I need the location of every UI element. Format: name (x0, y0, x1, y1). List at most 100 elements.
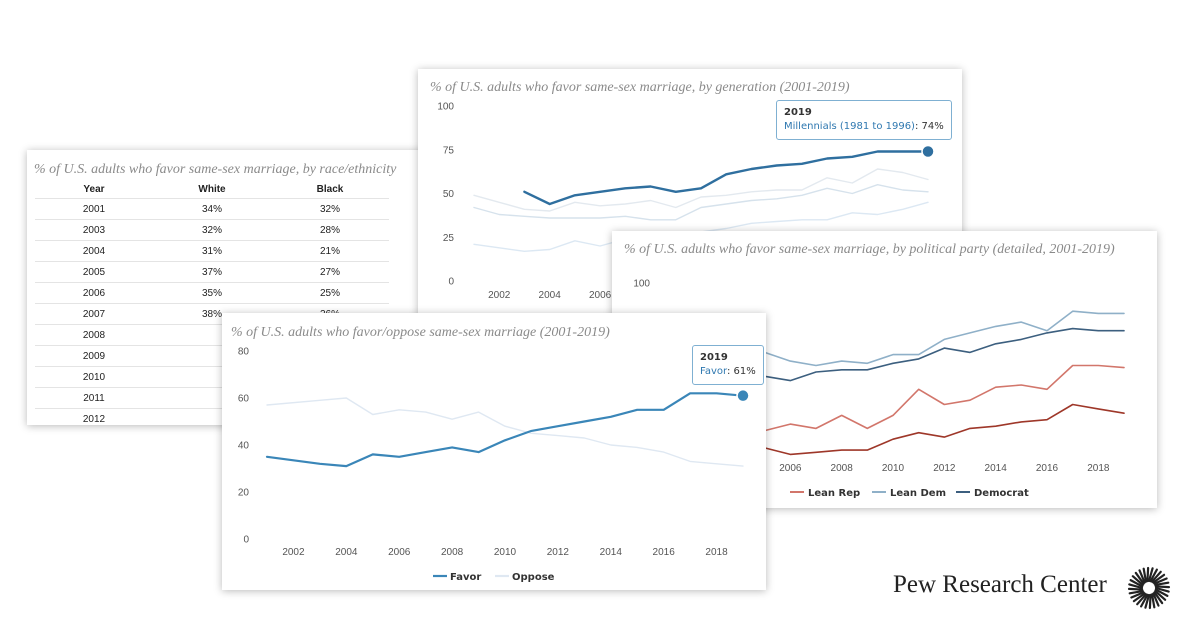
x-tick-label: 2010 (882, 463, 905, 474)
favor-chart-title: % of U.S. adults who favor/oppose same-s… (231, 325, 610, 340)
tooltip-value: 74% (921, 121, 944, 132)
x-tick-label: 2008 (831, 463, 854, 474)
x-tick-label: 2006 (388, 547, 411, 558)
favor-chart-card: % of U.S. adults who favor/oppose same-s… (222, 313, 766, 590)
logo-ray (1134, 571, 1145, 585)
x-tick-label: 2004 (539, 290, 562, 301)
logo-ray (1130, 591, 1145, 599)
table-row: 2003 32% 28% (35, 219, 389, 241)
brand-name: Pew Research Center (893, 571, 1107, 598)
pew-sunburst-logo (1127, 566, 1171, 610)
table-cell: 2005 (35, 261, 153, 283)
x-tick-label: 2006 (589, 290, 612, 301)
x-tick-label: 2006 (779, 463, 802, 474)
x-tick-label: 2018 (1087, 463, 1110, 474)
logo-ray (1146, 566, 1150, 583)
logo-ray (1153, 577, 1168, 585)
series-line (266, 397, 744, 467)
logo-ray (1142, 567, 1148, 583)
table-cell: 28% (271, 219, 389, 241)
x-tick-label: 2010 (494, 547, 517, 558)
table-row: 2005 37% 27% (35, 261, 389, 283)
series-line (265, 392, 745, 468)
tooltip-label: Millennials (1981 to 1996) (784, 121, 915, 132)
party-chart-title: % of U.S. adults who favor same-sex marr… (624, 242, 1115, 257)
table-cell: 32% (271, 198, 389, 220)
x-tick-label: 2018 (705, 547, 728, 558)
column-header: Year (83, 183, 105, 195)
logo-ray (1149, 568, 1158, 583)
column-header: Black (316, 183, 344, 195)
logo-ray (1144, 593, 1151, 609)
race-table-title: % of U.S. adults who favor same-sex marr… (34, 162, 397, 177)
table-cell: 2001 (35, 198, 153, 220)
tooltip-label: Favor (700, 366, 727, 377)
logo-ray (1152, 573, 1166, 584)
y-tick-label: 100 (633, 279, 650, 290)
table-row: 2004 31% 21% (35, 240, 389, 262)
tooltip-value: 61% (733, 366, 756, 377)
x-tick-label: 2016 (1036, 463, 1059, 474)
legend-item[interactable]: Lean Rep (808, 488, 860, 499)
generation-chart-title: % of U.S. adults who favor same-sex marr… (430, 80, 850, 95)
table-cell: 2003 (35, 219, 153, 241)
series-line (473, 183, 929, 221)
table-cell: 2011 (35, 387, 153, 409)
x-tick-label: 2014 (985, 463, 1008, 474)
legend-item[interactable]: Favor (450, 572, 481, 583)
logo-ray (1147, 567, 1154, 583)
logo-ray (1154, 588, 1169, 597)
x-tick-label: 2012 (933, 463, 956, 474)
logo-ray (1132, 592, 1146, 603)
logo-ray (1131, 575, 1144, 587)
x-tick-label: 2008 (441, 547, 464, 558)
tooltip-year: 2019 (700, 352, 728, 363)
logo-ray (1150, 593, 1156, 609)
table-cell: 2012 (35, 408, 153, 425)
logo-ray (1136, 593, 1148, 606)
logo-ray (1128, 589, 1144, 595)
x-tick-label: 2002 (282, 547, 305, 558)
hover-point[interactable] (736, 388, 750, 403)
x-tick-label: 2002 (488, 290, 511, 301)
y-tick-label: 50 (443, 189, 455, 200)
legend-item[interactable]: Democrat (974, 488, 1029, 499)
series-line (473, 168, 929, 212)
table-row: 2006 35% 25% (35, 282, 389, 304)
logo-ray (1153, 591, 1164, 605)
legend-item[interactable]: Lean Dem (890, 488, 946, 499)
table-cell: 34% (153, 198, 271, 220)
series-line (738, 310, 1125, 367)
logo-ray (1150, 570, 1162, 583)
table-cell: 2009 (35, 345, 153, 367)
favor-chart: 0 20 40 60 80 2002 2004 2006 2008 2010 2012 2014 201… (238, 347, 750, 583)
column-header: White (198, 183, 226, 195)
table-cell: 31% (153, 240, 271, 262)
race-table-header: Year White Black (35, 180, 389, 199)
y-tick-label: 60 (238, 394, 250, 405)
hover-point[interactable] (921, 144, 935, 159)
generation-tooltip: 2019 Millennials (1981 to 1996): 74% (776, 100, 952, 140)
logo-ray (1129, 579, 1144, 588)
table-cell: 32% (153, 219, 271, 241)
x-tick-label: 2012 (547, 547, 570, 558)
table-row: 2001 34% 32% (35, 198, 389, 220)
logo-ray (1140, 593, 1149, 608)
logo-ray (1154, 585, 1171, 589)
y-tick-label: 20 (238, 488, 250, 499)
logo-ray (1154, 589, 1167, 601)
logo-ray (1138, 569, 1146, 584)
table-cell: 27% (271, 261, 389, 283)
logo-ray (1154, 586, 1170, 593)
table-cell: 2010 (35, 366, 153, 388)
legend-item[interactable]: Oppose (512, 572, 555, 583)
y-tick-label: 40 (238, 441, 250, 452)
logo-ray (1127, 587, 1144, 591)
series-line (523, 150, 930, 206)
logo-center (1144, 583, 1154, 593)
series-line (738, 327, 1125, 382)
x-tick-label: 2014 (600, 547, 623, 558)
y-tick-label: 25 (443, 233, 455, 244)
logo-ray (1154, 581, 1170, 587)
tooltip-year: 2019 (784, 107, 812, 118)
